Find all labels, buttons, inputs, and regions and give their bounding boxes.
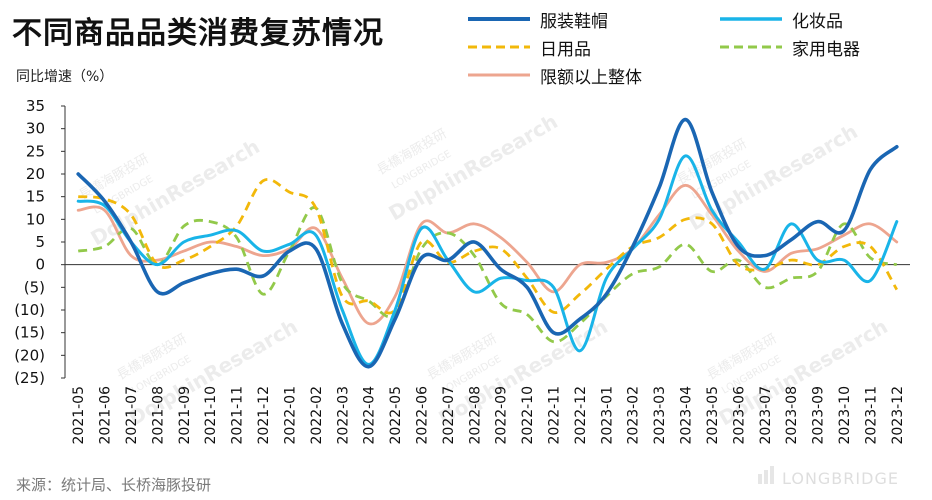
- source-note: 来源：统计局、长桥海豚投研: [16, 476, 212, 494]
- x-tick-label: 2023-05: [705, 386, 721, 445]
- legend-label-appliances: 家用电器: [792, 39, 860, 60]
- x-tick-label: 2023-12: [890, 386, 906, 445]
- legend-label-cosmetics: 化妆品: [792, 11, 843, 32]
- x-tick-label: 2022-05: [388, 386, 404, 445]
- x-tick-label: 2022-11: [547, 386, 563, 445]
- x-tick-label: 2021-08: [150, 386, 166, 445]
- legend-item-daily-goods: 日用品: [468, 35, 591, 60]
- legend-item-appliances: 家用电器: [720, 35, 860, 60]
- legend-label-total-retail: 限额以上整体: [540, 67, 642, 88]
- y-tick-label: (5): [24, 278, 45, 296]
- x-tick-label: 2023-07: [758, 386, 774, 445]
- y-tick-label: 20: [26, 165, 45, 183]
- x-tick-label: 2022-06: [414, 386, 430, 445]
- x-tick-label: 2022-09: [494, 386, 510, 445]
- legend-item-cosmetics: 化妆品: [720, 7, 843, 32]
- x-tick-label: 2023-03: [652, 386, 668, 445]
- series-line-total-retail: [76, 183, 899, 326]
- x-tick-label: 2023-06: [731, 386, 747, 445]
- x-tick-label: 2021-06: [98, 386, 114, 445]
- chart-title: 不同商品品类消费复苏情况: [12, 16, 384, 51]
- y-tick-label: 0: [35, 256, 45, 274]
- legend-swatch-daily-goods: [468, 45, 530, 49]
- x-tick-label: 2021-11: [230, 386, 246, 445]
- y-tick-label: (20): [14, 346, 45, 364]
- x-tick-label: 2022-12: [573, 386, 589, 445]
- y-tick-label: 10: [26, 210, 45, 228]
- series-line-cosmetics: [76, 154, 899, 366]
- x-tick-label: 2023-01: [599, 386, 615, 445]
- x-tick-label: 2021-12: [256, 386, 272, 445]
- x-tick-label: 2022-02: [309, 386, 325, 445]
- y-tick-label: (25): [14, 369, 45, 387]
- x-tick-label: 2021-07: [124, 386, 140, 445]
- x-tick-label: 2022-07: [441, 386, 457, 445]
- series-line-appliances: [77, 206, 898, 344]
- legend-item-apparel: 服装鞋帽: [468, 7, 608, 32]
- legend-swatch-cosmetics: [720, 17, 782, 21]
- y-tick-label: 35: [26, 97, 45, 115]
- legend-swatch-total-retail: [468, 73, 530, 77]
- x-tick-label: 2021-09: [177, 386, 193, 445]
- x-tick-label: 2023-10: [837, 386, 853, 445]
- x-tick-label: 2021-10: [203, 386, 219, 445]
- x-tick-label: 2022-03: [335, 386, 351, 445]
- y-tick-label: (10): [14, 301, 45, 319]
- x-tick-label: 2023-08: [784, 386, 800, 445]
- x-tick-label: 2021-05: [71, 386, 87, 445]
- series-line-apparel: [76, 117, 899, 369]
- y-tick-label: 25: [26, 142, 45, 160]
- x-tick-label: 2023-11: [863, 386, 879, 445]
- x-tick-label: 2022-04: [362, 386, 378, 445]
- x-tick-label: 2022-08: [467, 386, 483, 445]
- legend-item-total-retail: 限额以上整体: [468, 63, 642, 88]
- x-tick-label: 2022-10: [520, 386, 536, 445]
- series-line-daily-goods: [78, 178, 899, 315]
- legend-label-daily-goods: 日用品: [540, 39, 591, 60]
- x-tick-label: 2023-09: [811, 386, 827, 445]
- legend-swatch-appliances: [720, 45, 782, 49]
- y-tick-label: 15: [26, 188, 45, 206]
- y-tick-label: 5: [35, 233, 45, 251]
- y-axis-unit-label: 同比增速（%）: [16, 69, 114, 85]
- x-tick-label: 2022-01: [282, 386, 298, 445]
- y-tick-label: 30: [26, 120, 45, 138]
- y-tick-label: (15): [14, 324, 45, 342]
- x-tick-label: 2023-02: [626, 386, 642, 445]
- x-tick-label: 2023-04: [679, 386, 695, 445]
- legend-label-apparel: 服装鞋帽: [540, 11, 608, 32]
- legend-swatch-apparel: [468, 17, 530, 21]
